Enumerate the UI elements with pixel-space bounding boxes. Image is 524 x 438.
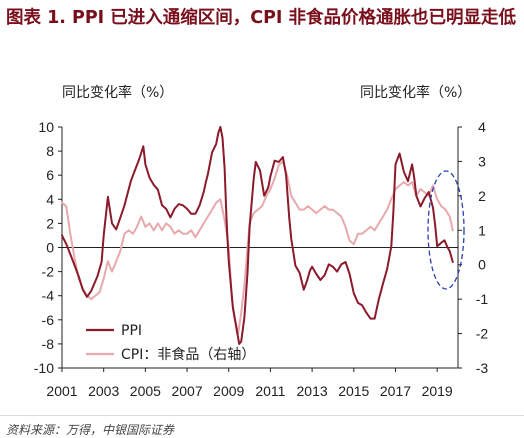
x-tick-label: 2007: [171, 383, 202, 399]
source-note: 资料来源：万得，中银国际证券: [6, 423, 175, 437]
right-tick-label: 1: [478, 222, 486, 238]
x-tick-label: 2001: [46, 383, 77, 399]
left-tick-label: 2: [46, 215, 54, 231]
legend-label-ppi: PPI: [121, 323, 142, 339]
left-tick-label: 0: [46, 240, 54, 256]
series-line-ppi: [61, 126, 454, 345]
legend: PPI CPI：非食品（右轴）: [86, 323, 255, 363]
x-tick-label: 2017: [380, 383, 411, 399]
x-axis-ticks: 2001 2003 2005 2007 2009 2011 2013 2015 2017 2019: [46, 368, 453, 399]
x-tick-label: 2011: [255, 383, 285, 399]
left-tick-label: 6: [46, 167, 54, 183]
left-tick-label: -10: [34, 360, 54, 376]
left-axis-ticks: 10 8 6 4 2 0 -2 -4 -6 -8 -10: [34, 119, 62, 376]
right-axis-label: 同比变化率（%）: [360, 84, 471, 101]
left-tick-label: 4: [46, 191, 54, 207]
right-axis-ticks: 4 3 2 1 0 -1 -2 -3: [458, 119, 488, 376]
footer-divider: [0, 415, 524, 416]
figure-title: 图表 1. PPI 已进入通缩区间，CPI 非食品价格通胀也已明显走低: [6, 8, 517, 28]
right-tick-label: -1: [476, 291, 489, 307]
left-axis-label: 同比变化率（%）: [62, 84, 173, 101]
right-tick-label: 0: [478, 257, 486, 273]
right-tick-label: 4: [478, 119, 486, 135]
right-tick-label: 3: [478, 153, 486, 169]
x-tick-label: 2009: [213, 383, 244, 399]
left-tick-label: 8: [46, 143, 54, 159]
left-tick-label: -6: [42, 312, 55, 328]
left-tick-label: 10: [38, 119, 54, 135]
right-tick-label: -3: [476, 360, 489, 376]
series-group: [61, 126, 454, 345]
highlight-ellipse: [427, 170, 465, 290]
x-tick-label: 2013: [297, 383, 328, 399]
x-tick-label: 2015: [338, 383, 369, 399]
right-tick-label: 2: [478, 188, 486, 204]
series-line-cpi-nonfood: [61, 160, 454, 335]
x-tick-label: 2005: [130, 383, 161, 399]
x-tick-label: 2019: [422, 383, 453, 399]
left-tick-label: -8: [42, 336, 55, 352]
x-tick-label: 2003: [88, 383, 119, 399]
legend-label-cpi: CPI：非食品（右轴）: [121, 346, 255, 363]
left-tick-label: -4: [42, 288, 55, 304]
right-tick-label: -2: [476, 326, 489, 342]
left-tick-label: -2: [42, 264, 55, 280]
